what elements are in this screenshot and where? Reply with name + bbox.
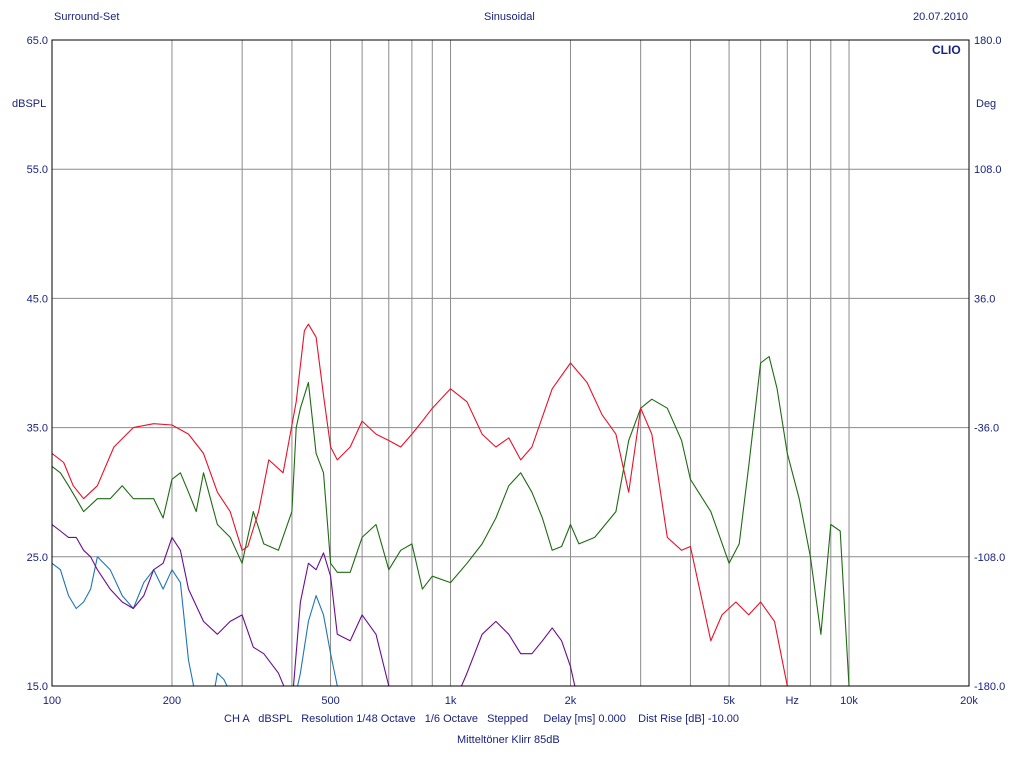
y-tick-label: 55.0 <box>27 164 48 176</box>
x-tick-label: 100 <box>43 695 61 707</box>
y-tick-label: 35.0 <box>27 423 48 435</box>
x-tick-label: 1k <box>445 695 457 707</box>
y-tick-label: 45.0 <box>27 293 48 305</box>
curve-blue <box>52 556 338 686</box>
curve-green <box>52 355 850 686</box>
y2-tick-label: -180.0 <box>974 681 1005 693</box>
plot-frame <box>51 39 970 687</box>
curve-red <box>52 323 788 686</box>
plot-area <box>52 40 969 686</box>
y2-tick-label: 180.0 <box>974 35 1002 47</box>
y-axis-label: dBSPL <box>12 98 47 110</box>
curve-purple <box>52 524 576 686</box>
x-tick-label: 200 <box>163 695 181 707</box>
y2-tick-label: 108.0 <box>974 164 1002 176</box>
y-axis-left: 65.0 55.0 45.0 35.0 25.0 15.0 <box>27 35 48 693</box>
y2-tick-label: 36.0 <box>974 293 995 305</box>
footer-settings: CH A dBSPL Resolution 1/48 Octave 1/6 Oc… <box>224 713 740 725</box>
y-axis-right: 180.0 108.0 36.0 -36.0 -108.0 -180.0 <box>974 35 1005 693</box>
curves <box>52 323 850 686</box>
x-tick-label: 10k <box>840 695 858 707</box>
x-unit-label: Hz <box>785 695 798 707</box>
y2-axis-label: Deg <box>976 98 997 110</box>
header-title-left: Surround-Set <box>54 11 120 23</box>
x-tick-label: 20k <box>960 695 978 707</box>
x-axis: 100 200 500 1k 2k 5k 10k 20k Hz <box>43 695 979 707</box>
header-title-center: Sinusoidal <box>484 11 535 23</box>
header-date: 20.07.2010 <box>913 11 969 23</box>
x-tick-label: 2k <box>565 695 577 707</box>
x-tick-label: 5k <box>723 695 735 707</box>
footer-measurement-name: Mitteltöner Klirr 85dB <box>457 734 560 746</box>
clio-logo: CLIO <box>932 43 961 57</box>
x-tick-label: 500 <box>321 695 339 707</box>
y2-tick-label: -108.0 <box>974 552 1005 564</box>
y2-tick-label: -36.0 <box>974 423 999 435</box>
y-tick-label: 25.0 <box>27 552 48 564</box>
y-tick-label: 15.0 <box>27 681 48 693</box>
y-tick-label: 65.0 <box>27 35 48 47</box>
